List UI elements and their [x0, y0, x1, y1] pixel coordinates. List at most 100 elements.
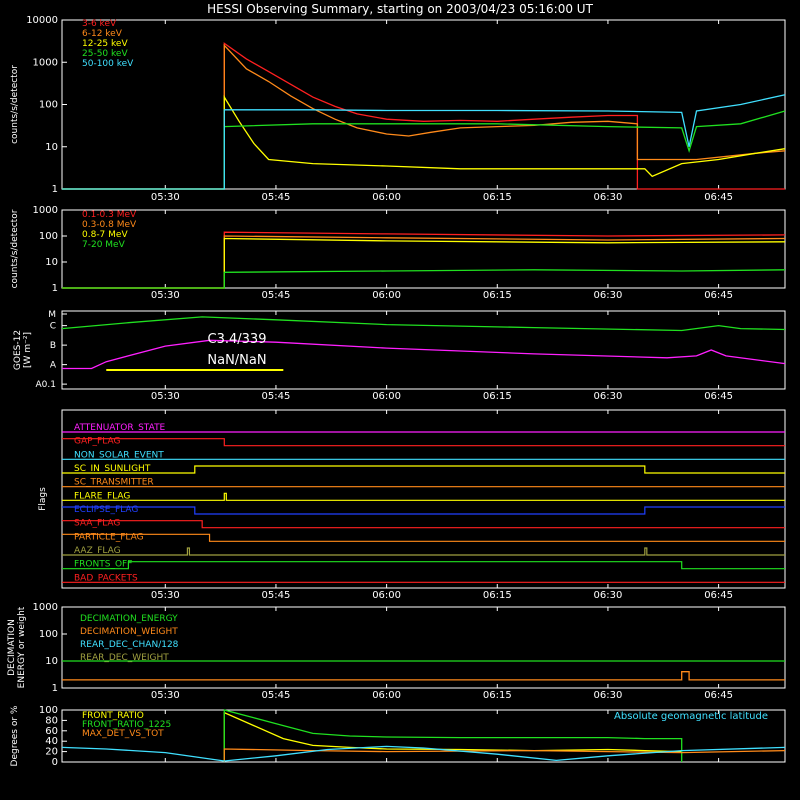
x-tick-label-2-2: 06:00 [372, 391, 401, 402]
x-tick-label-1-4: 06:30 [594, 290, 623, 301]
legend-4-1: DECIMATION_WEIGHT [80, 627, 178, 637]
x-tick-label-3-1: 05:45 [262, 590, 291, 601]
x-tick-label-4-0: 05:30 [151, 690, 180, 701]
y-tick-label-1-0: 1 [52, 283, 58, 294]
legend-0-4: 50-100 keV [82, 59, 134, 69]
series-5-2 [223, 748, 786, 762]
y-tick-label-0-0: 1 [52, 184, 58, 195]
legend-0-2: 12-25 keV [82, 39, 128, 49]
x-tick-label-2-1: 05:45 [262, 391, 291, 402]
y-tick-label-1-2: 100 [39, 231, 58, 242]
x-tick-label-1-2: 06:00 [372, 290, 401, 301]
series-5-1 [223, 709, 683, 762]
flag-line-9 [62, 547, 785, 556]
series-1-3 [62, 269, 786, 289]
flag-line-5 [62, 492, 785, 501]
x-tick-label-2-0: 05:30 [151, 391, 180, 402]
flag-label-4: SC_TRANSMITTER [74, 478, 154, 488]
flag-label-9: AAZ_FLAG [74, 546, 121, 556]
panel-frame-5 [61, 709, 786, 763]
y-axis-label-0: counts/s/detector [10, 65, 20, 144]
series-4-1 [62, 671, 785, 681]
y-axis-label-4-line-0: DECIMATION [7, 619, 17, 676]
goes-annotation-0: C3.4/339 [208, 332, 267, 347]
x-tick-label-1-1: 05:45 [262, 290, 291, 301]
flag-label-6: ECLIPSE_FLAG [74, 505, 138, 515]
legend-4-2: REAR_DEC_CHAN/128 [80, 640, 179, 650]
flag-label-10: FRONTS_OFF [74, 560, 132, 570]
panel-frame-3 [61, 409, 786, 589]
series-2-1 [62, 339, 786, 370]
flag-line-10 [62, 561, 785, 570]
x-tick-label-4-4: 06:30 [594, 690, 623, 701]
y-tick-label-2-3: C [50, 322, 56, 332]
x-tick-label-0-5: 06:45 [704, 192, 733, 203]
flag-label-3: SC_IN_SUNLIGHT [74, 464, 151, 474]
series-1-1 [62, 235, 786, 289]
goes-annotation-1: NaN/NaN [207, 353, 266, 368]
y-tick-label-2-2: B [50, 341, 56, 351]
y-tick-label-5-0: 0 [52, 757, 58, 768]
legend-4-0: DECIMATION_ENERGY [80, 614, 178, 624]
y-tick-label-0-3: 1000 [33, 57, 58, 68]
x-tick-label-2-5: 06:45 [704, 391, 733, 402]
series-2-0 [61, 316, 786, 332]
y-axis-label-1-line-0: counts/s/detector [10, 209, 20, 288]
legend-4-3: REAR_DEC_WEIGHT [80, 653, 169, 663]
y-tick-label-5-4: 80 [45, 715, 58, 726]
flag-label-1: GAP_FLAG [74, 437, 120, 447]
y-tick-label-5-3: 60 [45, 726, 58, 737]
y-tick-label-4-2: 100 [39, 629, 58, 640]
series-5-0 [223, 711, 682, 762]
panel-frame-4 [61, 606, 786, 689]
x-tick-label-0-4: 06:30 [594, 192, 623, 203]
legend-5-2: MAX_DET_VS_TOT [82, 729, 164, 739]
x-tick-label-1-0: 05:30 [151, 290, 180, 301]
legend-5-1: FRONT_RATIO_1225 [82, 720, 171, 730]
legend-0-3: 25-50 keV [82, 49, 128, 59]
y-tick-label-0-1: 10 [45, 142, 58, 153]
y-tick-label-2-1: A [50, 361, 57, 371]
y-tick-label-4-1: 10 [45, 656, 58, 667]
x-tick-label-0-0: 05:30 [151, 192, 180, 203]
x-tick-label-4-3: 06:15 [483, 690, 512, 701]
series-0-2 [62, 94, 786, 190]
flag-line-7 [62, 520, 785, 529]
y-tick-label-0-4: 10000 [26, 15, 58, 26]
panels: 05:30 05:45 06:00 06:15 06:30 06:451101001000… [7, 15, 786, 768]
y-axis-label-2-line-1: [W m⁻²] [23, 332, 33, 368]
legend-1-2: 0.8-7 MeV [82, 230, 128, 240]
legend-1-0: 0.1-0.3 MeV [82, 210, 137, 220]
y-tick-label-1-1: 10 [45, 257, 58, 268]
y-axis-label-0-line-0: counts/s/detector [10, 65, 20, 144]
y-tick-label-5-2: 40 [45, 736, 58, 747]
panel-frame-1 [61, 209, 786, 289]
x-tick-label-3-3: 06:15 [483, 590, 512, 601]
y-axis-label-2-line-0: GOES-12 [13, 330, 23, 370]
x-tick-label-4-1: 05:45 [262, 690, 291, 701]
x-tick-label-1-5: 06:45 [704, 290, 733, 301]
series-0-0 [62, 42, 785, 190]
x-tick-label-0-2: 06:00 [372, 192, 401, 203]
y-tick-label-2-0: A0.1 [36, 380, 56, 390]
y-tick-label-2-4: M [48, 310, 56, 320]
y-tick-label-4-3: 1000 [33, 602, 58, 613]
x-tick-label-1-3: 06:15 [483, 290, 512, 301]
y-tick-label-4-0: 1 [52, 683, 58, 694]
geomag-annotation: Absolute geomagnetic latitude [614, 711, 768, 722]
flag-label-0: ATTENUATOR_STATE [74, 423, 166, 433]
flag-label-7: SAA_FLAG [74, 519, 120, 529]
series-1-2 [62, 237, 786, 289]
y-axis-label-3-line-0: Flags [38, 487, 48, 511]
flag-line-8 [62, 533, 785, 542]
series-0-4 [62, 94, 786, 190]
y-tick-label-0-2: 100 [39, 100, 58, 111]
series-0-3 [62, 110, 786, 190]
x-tick-label-3-4: 06:30 [594, 590, 623, 601]
x-tick-label-2-4: 06:30 [594, 391, 623, 402]
y-axis-label-2: GOES-12 [W m⁻²] [13, 330, 33, 370]
y-tick-label-1-3: 1000 [33, 205, 58, 216]
series-5-3 [61, 745, 786, 762]
flag-label-11: BAD_PACKETS [74, 573, 138, 583]
